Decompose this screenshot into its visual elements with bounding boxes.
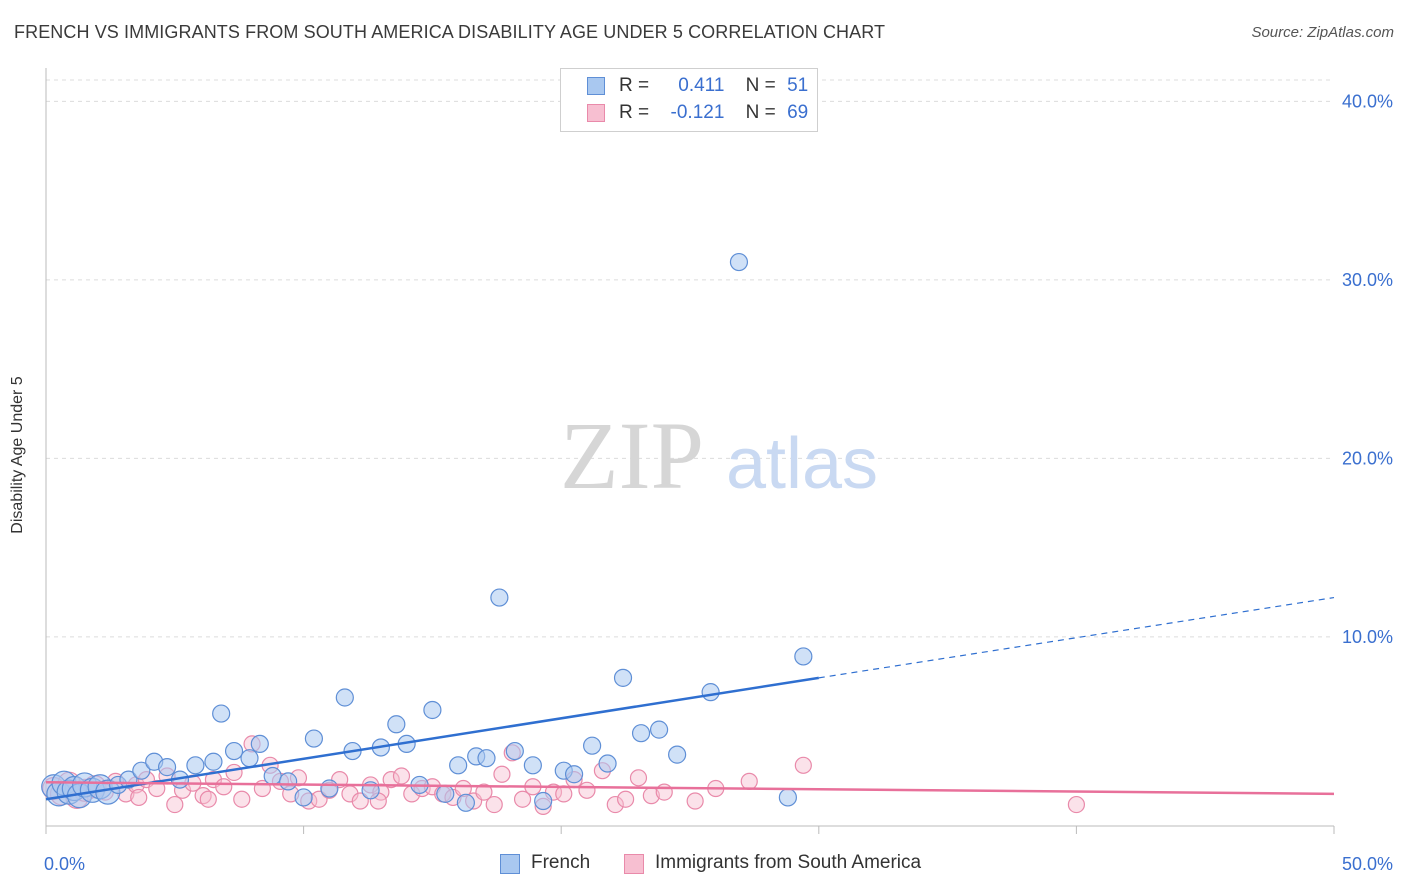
french-point [157, 758, 177, 777]
french-point [132, 761, 151, 780]
source-credit: Source: ZipAtlas.com [1251, 24, 1394, 41]
french-point [250, 734, 269, 754]
y-tick-label: 10.0% [1342, 627, 1393, 647]
y-axis-label: Disability Age Under 5 [9, 376, 26, 534]
x-tick-label: 0.0% [44, 854, 85, 874]
immigrants-point [130, 788, 148, 807]
bottom-legend-swatch-immigrants [624, 854, 644, 874]
immigrants-point [655, 783, 673, 801]
immigrants-point [578, 781, 596, 799]
legend-n-value-french: 51 [787, 75, 809, 96]
french-point [490, 588, 509, 607]
correlation-legend: R = 0.411 N = 51 R = -0.121 N = 69 [560, 68, 818, 132]
french-point [279, 772, 298, 791]
french-point [294, 788, 313, 807]
immigrants-point [485, 795, 503, 814]
french-point [224, 741, 244, 761]
french-point [477, 749, 496, 768]
legend-n-label: N = [745, 75, 776, 96]
french-trend-line [45, 676, 819, 801]
french-point [449, 756, 468, 775]
immigrants-trend-line [45, 781, 1335, 796]
french-point [423, 700, 442, 720]
immigrants-point [740, 772, 758, 790]
french-point [387, 715, 406, 734]
legend-r-label: R = [619, 102, 650, 123]
legend-r-value-immigrants: -0.121 [670, 102, 725, 123]
chart-title: FRENCH VS IMMIGRANTS FROM SOUTH AMERICA … [14, 22, 886, 42]
watermark: ZIP atlas [560, 402, 878, 509]
french-point [534, 791, 553, 811]
french-point [649, 720, 669, 739]
immigrants-point [686, 792, 704, 810]
french-point [320, 779, 339, 798]
legend-swatch-french [587, 77, 605, 95]
immigrants-point [199, 790, 217, 808]
y-tick-label: 30.0% [1342, 270, 1393, 290]
immigrants-point [392, 767, 411, 785]
watermark-zip: ZIP [560, 402, 704, 509]
immigrants-point [513, 790, 532, 808]
immigrants-point [215, 778, 233, 796]
watermark-atlas: atlas [726, 424, 878, 504]
french-point [436, 784, 455, 803]
french-point [631, 724, 651, 743]
legend-n-value-immigrants: 69 [787, 102, 809, 123]
immigrants-point [555, 785, 573, 803]
immigrants-point [225, 763, 243, 782]
bottom-legend-label-french: French [531, 852, 591, 873]
bottom-legend-label-immigrants: Immigrants from South America [655, 852, 922, 873]
legend-swatch-immigrants [587, 104, 605, 122]
immigrants-point [493, 765, 511, 783]
immigrants-point [233, 790, 251, 808]
french-point [335, 688, 354, 707]
y-tick-label: 40.0% [1342, 91, 1393, 111]
immigrants-point [629, 769, 648, 787]
immigrants-point [606, 795, 624, 814]
axes [45, 68, 1335, 834]
french-point [186, 756, 205, 775]
french-point [564, 765, 584, 784]
french-point [304, 729, 324, 748]
french-point [583, 736, 602, 755]
french-point [778, 788, 797, 807]
trend-lines [45, 596, 1335, 801]
french-point [456, 793, 475, 812]
bottom-legend-swatch-french [500, 854, 520, 874]
french-point [263, 766, 282, 786]
french-point [613, 668, 633, 687]
x-tick-label: 50.0% [1342, 854, 1393, 874]
french-point [668, 745, 687, 764]
french-point [598, 754, 617, 773]
french-point [212, 704, 231, 723]
french-point [505, 741, 524, 761]
legend-r-value-french: 0.411 [678, 75, 725, 96]
french-trend-extension [818, 596, 1335, 679]
french-point [523, 756, 542, 775]
immigrants-point [382, 770, 400, 789]
french-point [240, 749, 259, 768]
tick-labels: 10.0% 20.0% 30.0% 40.0% 0.0% 50.0% [44, 91, 1393, 874]
french-point [729, 252, 749, 272]
french-point [794, 647, 813, 666]
immigrants-point [166, 795, 184, 814]
french-point [701, 683, 720, 702]
immigrants-point [351, 792, 369, 810]
immigrants-point [475, 783, 493, 801]
immigrants-point [794, 756, 812, 774]
y-tick-label: 20.0% [1342, 448, 1393, 468]
immigrants-point [616, 790, 635, 808]
gridlines [46, 79, 1334, 638]
french-points [41, 252, 813, 812]
legend-n-label: N = [745, 102, 776, 123]
immigrants-point [1067, 795, 1086, 814]
french-point [204, 752, 223, 771]
legend-r-label: R = [619, 75, 650, 96]
